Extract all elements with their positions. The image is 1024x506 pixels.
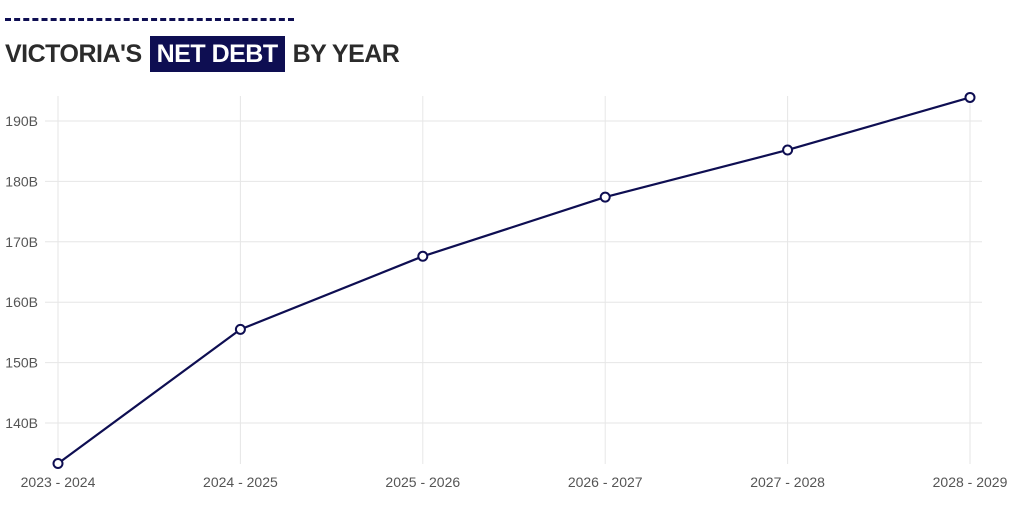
- y-tick-label: 160B: [5, 294, 38, 310]
- y-tick-label: 150B: [5, 355, 38, 371]
- title-suffix: BY YEAR: [292, 39, 400, 68]
- x-tick-label: 2027 - 2028: [750, 474, 825, 490]
- x-axis-tick-labels: 2023 - 2024 2024 - 2025 2025 - 2026 2026 - …: [21, 474, 1008, 490]
- series-group: [52, 91, 976, 469]
- series-line: [57, 96, 971, 465]
- y-tick-label: 180B: [5, 173, 38, 189]
- y-tick-label: 140B: [5, 415, 38, 431]
- x-tick-label: 2024 - 2025: [203, 474, 278, 490]
- x-tick-label: 2025 - 2026: [385, 474, 460, 490]
- chart-title: VICTORIA'S NET DEBT BY YEAR: [5, 36, 400, 72]
- y-axis-tick-labels: 140B 150B 160B 170B 180B 190B: [5, 113, 38, 431]
- y-tick-label: 190B: [5, 113, 38, 129]
- y-tick-label: 170B: [5, 234, 38, 250]
- horizontal-gridlines: [45, 120, 982, 424]
- data-point-marker: [417, 250, 429, 262]
- x-tick-label: 2026 - 2027: [568, 474, 643, 490]
- vertical-gridlines: [57, 96, 971, 464]
- data-point-marker: [234, 323, 246, 335]
- x-tick-label: 2023 - 2024: [21, 474, 96, 490]
- title-highlight: NET DEBT: [149, 36, 285, 72]
- data-point-marker: [52, 457, 64, 469]
- x-tick-label: 2028 - 2029: [933, 474, 1008, 490]
- title-dashed-rule: [5, 18, 294, 21]
- data-point-marker: [964, 91, 976, 103]
- data-point-marker: [782, 144, 794, 156]
- data-point-marker: [599, 191, 611, 203]
- title-prefix: VICTORIA'S: [5, 39, 142, 68]
